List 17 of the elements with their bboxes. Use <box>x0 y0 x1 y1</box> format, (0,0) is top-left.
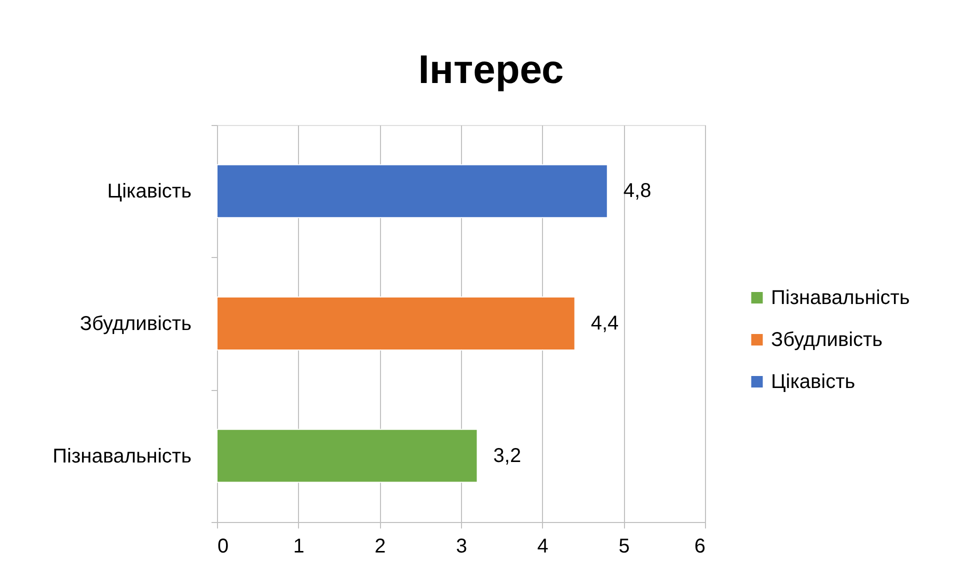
y-tick-label: Цікавість <box>107 180 192 203</box>
x-tick-label: 6 <box>694 536 706 558</box>
x-tick-label: 2 <box>374 536 386 558</box>
data-label: 4,4 <box>590 312 619 334</box>
data-label: 4,8 <box>623 180 652 202</box>
x-tick-label: 3 <box>456 536 468 558</box>
chart-title: Інтерес <box>418 48 564 92</box>
x-tick-label: 1 <box>293 536 304 558</box>
legend-label: Збудливість <box>771 328 883 351</box>
y-tick-label: Збудливість <box>80 313 192 335</box>
data-label: 3,2 <box>493 444 522 467</box>
x-tick-label: 5 <box>618 536 630 558</box>
y-tick-label: Пізнавальність <box>52 445 192 468</box>
legend-label: Цікавість <box>771 370 856 393</box>
x-tick-label: 0 <box>218 536 229 558</box>
legend-label: Пізнавальність <box>771 286 910 309</box>
x-tick-label: 4 <box>537 536 548 558</box>
